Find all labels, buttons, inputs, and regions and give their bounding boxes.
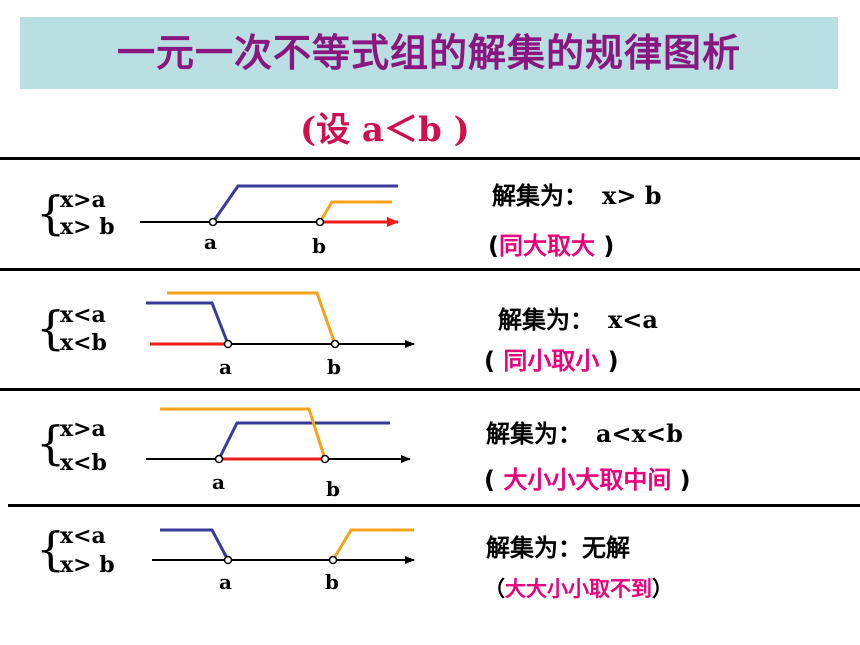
inequality-1: x<a <box>60 302 106 328</box>
system-brace: { <box>36 416 66 470</box>
separator-line <box>8 504 860 507</box>
point-a <box>208 217 218 227</box>
point-b <box>320 454 330 464</box>
title-banner: 一元一次不等式组的解集的规律图析 <box>20 17 838 89</box>
inequality-1: x<a <box>60 523 106 549</box>
rule-row-3: ( 大小小大取中间 ) <box>484 466 691 494</box>
rule-text: 同大取大 <box>498 232 595 260</box>
inequality-2: x<b <box>60 330 107 356</box>
solution-value: x> b <box>602 181 662 210</box>
solution-label: 解集为： <box>492 182 588 210</box>
separator-line <box>0 157 860 160</box>
inequality-2: x> b <box>60 214 115 240</box>
solution-label: 解集为： <box>498 306 594 334</box>
number-line-row-4: a b <box>152 528 415 594</box>
point-b <box>328 555 338 565</box>
label-b: b <box>327 355 341 379</box>
solution-label: 解集为： <box>486 534 582 562</box>
inequality-1: x>a <box>60 187 106 213</box>
assumption-subtitle: (设 a＜b ) <box>300 110 470 150</box>
system-brace: { <box>36 522 66 576</box>
label-a: a <box>219 570 232 594</box>
rule-text: 同小取小 <box>503 347 600 375</box>
label-a: a <box>204 230 217 254</box>
inequality-2: x<b <box>60 450 107 476</box>
inequality-1: x>a <box>60 416 106 442</box>
number-line-row-3: a b <box>146 407 411 501</box>
label-b: b <box>326 477 340 501</box>
rule-text: 大小小大取中间 <box>503 466 672 494</box>
label-b: b <box>312 234 326 258</box>
separator-line <box>0 388 860 391</box>
system-brace: { <box>36 186 66 240</box>
solution-set-row-1: 解集为： x> b <box>492 176 662 211</box>
rule-row-4: （大大小小取不到） <box>484 577 673 601</box>
point-a <box>214 454 224 464</box>
solution-set-row-4: 解集为：无解 <box>486 528 630 563</box>
rule-text: 大大小小取不到 <box>505 577 652 601</box>
solution-value: 无解 <box>582 534 630 562</box>
inequality-2: x> b <box>60 552 115 578</box>
point-a <box>223 339 233 349</box>
solution-set-row-2: 解集为： x<a <box>498 300 658 335</box>
solution-label: 解集为： <box>486 420 582 448</box>
label-b: b <box>325 570 339 594</box>
number-line-row-1: a b <box>140 184 399 258</box>
label-a: a <box>212 470 225 494</box>
system-brace: { <box>36 301 66 355</box>
solution-set-row-3: 解集为： a<x<b <box>486 414 683 449</box>
label-a: a <box>219 355 232 379</box>
rule-row-2: ( 同小取小 ) <box>484 347 619 375</box>
point-b <box>315 217 325 227</box>
solution-value: a<x<b <box>596 419 683 448</box>
number-line-row-2: a b <box>146 291 415 379</box>
page-title: 一元一次不等式组的解集的规律图析 <box>116 31 741 75</box>
separator-line <box>0 268 860 271</box>
point-b <box>330 339 340 349</box>
rule-row-1: (同大取大 ) <box>488 232 615 260</box>
point-a <box>223 555 233 565</box>
solution-value: x<a <box>608 305 658 334</box>
